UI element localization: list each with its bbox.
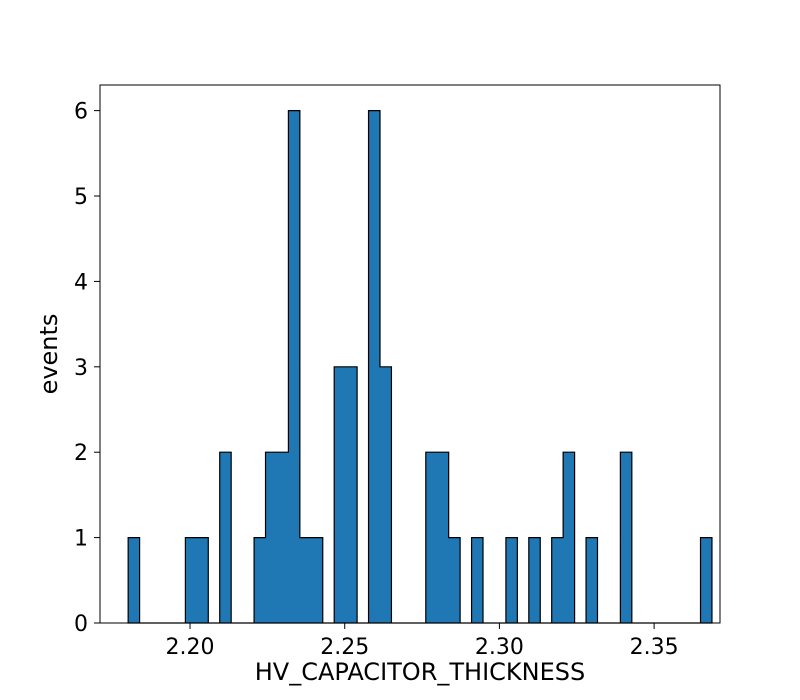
x-axis-label: HV_CAPACITOR_THICKNESS xyxy=(255,658,586,686)
x-tick-label: 2.35 xyxy=(630,635,679,660)
y-tick-label: 0 xyxy=(74,612,88,637)
x-tick-label: 2.20 xyxy=(166,635,215,660)
x-tick-label: 2.30 xyxy=(475,635,524,660)
y-tick-label: 6 xyxy=(74,100,88,125)
histogram-outline xyxy=(127,110,713,624)
histogram-bars xyxy=(127,110,713,624)
x-axis-ticks: 2.20 2.25 2.30 2.35 xyxy=(166,623,679,660)
y-tick-label: 3 xyxy=(74,356,88,381)
plot-frame xyxy=(99,84,721,624)
y-tick-label: 4 xyxy=(74,270,88,295)
y-axis-ticks: 0 1 2 3 4 5 6 xyxy=(74,100,100,637)
y-tick-label: 1 xyxy=(74,527,88,552)
y-tick-label: 5 xyxy=(74,185,88,210)
y-axis-label: events xyxy=(35,314,63,395)
y-tick-label: 2 xyxy=(74,441,88,466)
x-tick-label: 2.25 xyxy=(320,635,369,660)
